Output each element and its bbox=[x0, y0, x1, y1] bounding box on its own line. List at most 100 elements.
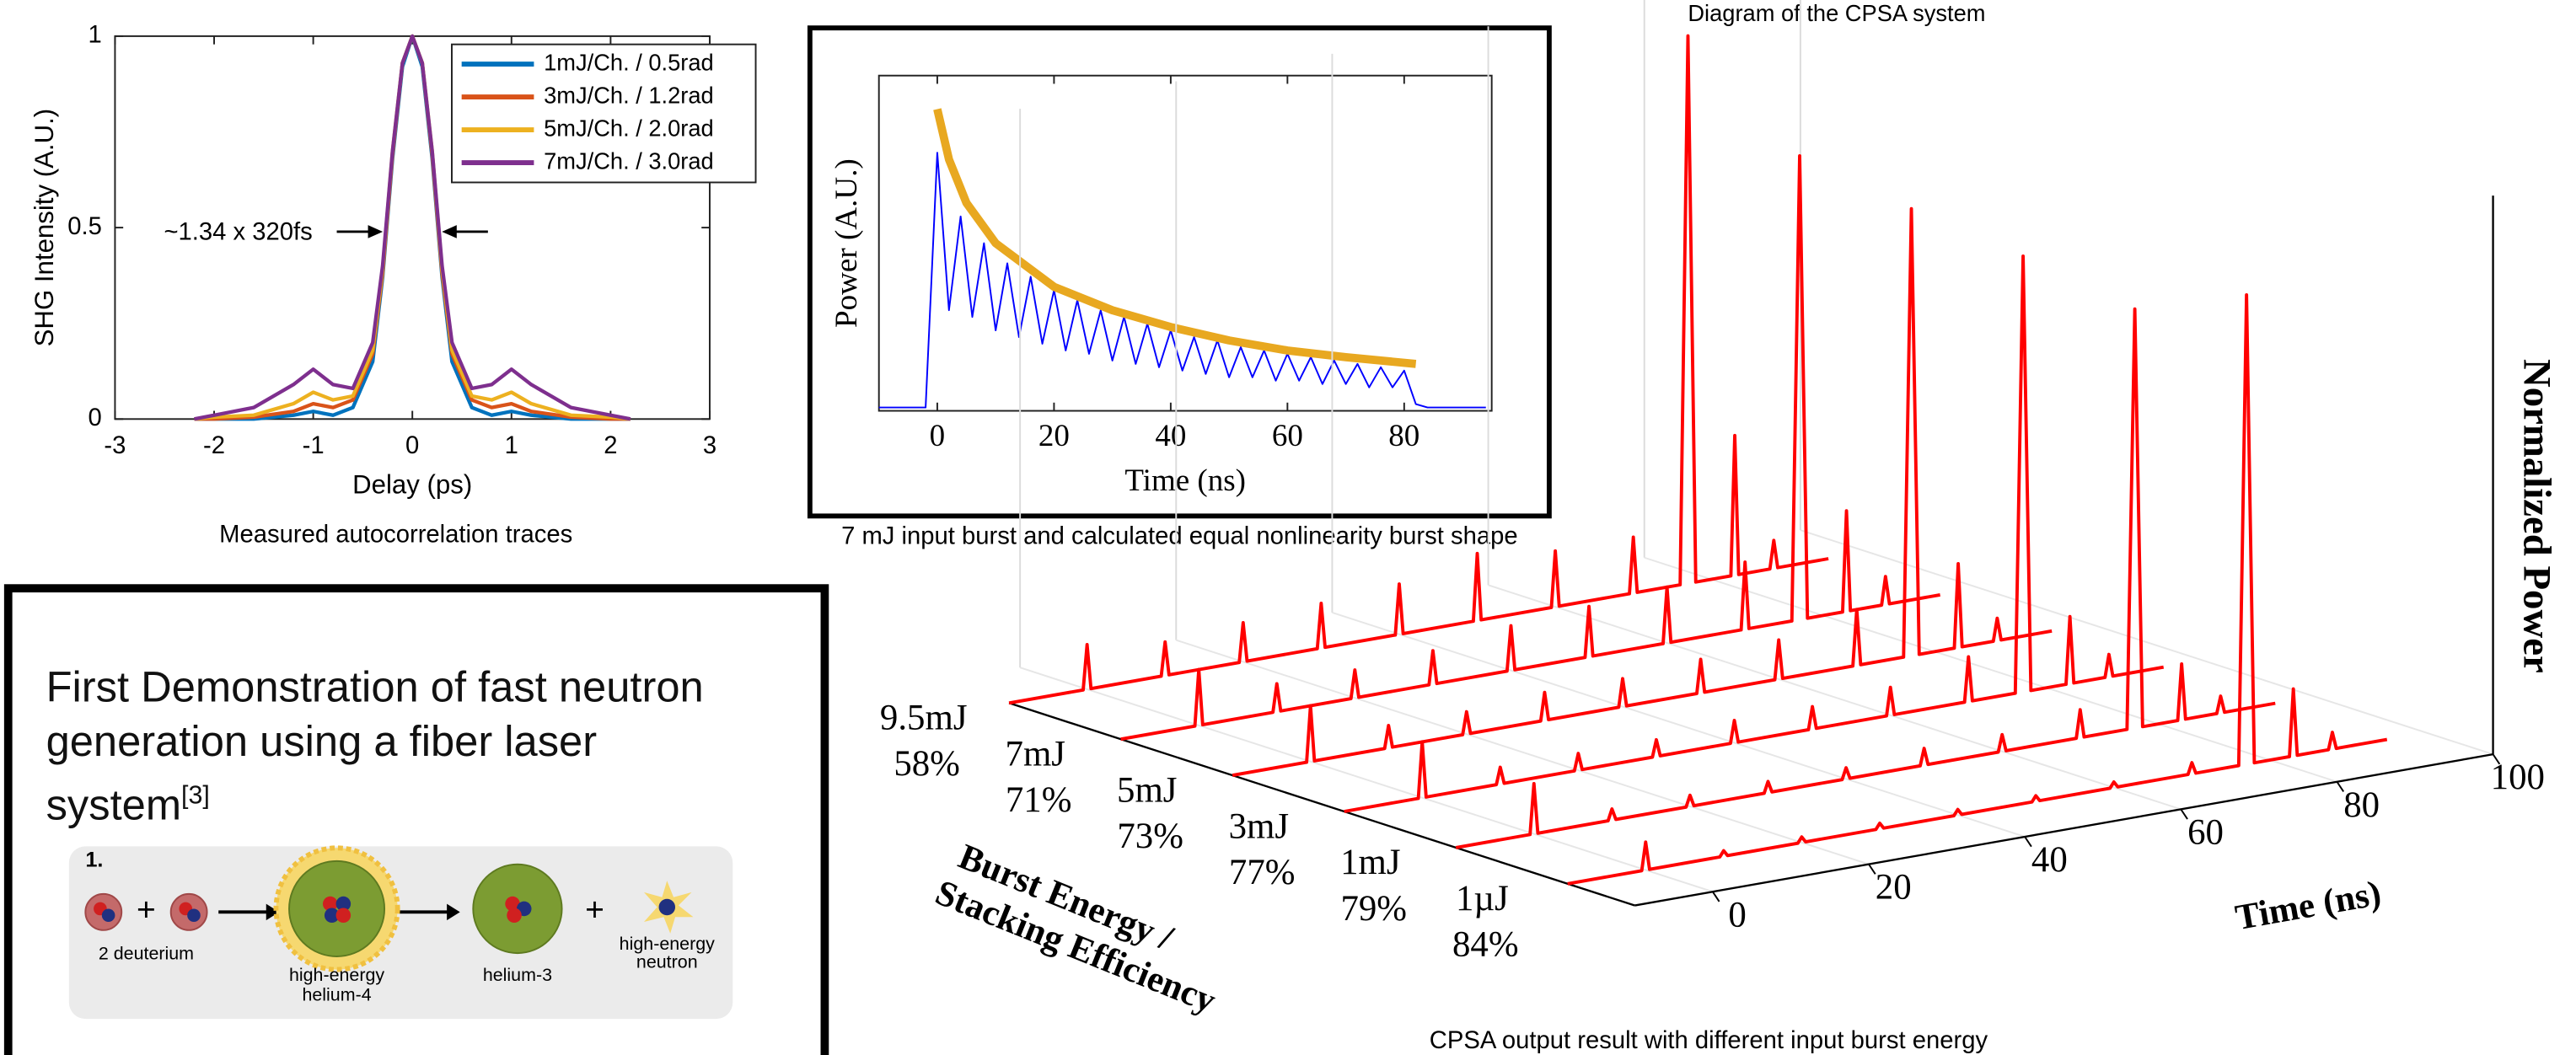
legend-box bbox=[450, 43, 757, 184]
step-label: 1. bbox=[85, 849, 103, 872]
legend-label: 1mJ/Ch. / 0.5rad bbox=[544, 49, 714, 75]
text-box-border bbox=[3, 584, 829, 1055]
category-label: 7mJ bbox=[1006, 734, 1065, 774]
x-tick-label: 80 bbox=[2343, 785, 2380, 825]
diagram-label: high-energy bbox=[289, 965, 384, 985]
nucleon bbox=[335, 896, 352, 912]
category-label: 1mJ bbox=[1340, 843, 1400, 882]
grid-line bbox=[1332, 612, 2026, 838]
efficiency-label: 79% bbox=[1340, 889, 1407, 929]
grid-line bbox=[1019, 667, 1714, 893]
y-tick-label: 1 bbox=[89, 22, 102, 49]
data-line bbox=[194, 34, 631, 421]
y-tick-label: 0.5 bbox=[67, 213, 102, 240]
title-text: First Demonstration of fast neutron gene… bbox=[46, 661, 704, 830]
x-tick-label: 80 bbox=[1388, 419, 1419, 453]
efficiency-label: 71% bbox=[1006, 780, 1072, 820]
data-line bbox=[878, 152, 1486, 409]
plot-area bbox=[877, 74, 1493, 412]
depth-axis bbox=[1008, 702, 1635, 907]
category-label: 9.5mJ bbox=[880, 699, 968, 738]
trace bbox=[1008, 34, 1829, 705]
x-tick-label: 100 bbox=[2491, 758, 2545, 797]
data-line bbox=[933, 108, 1417, 368]
grid-line bbox=[1644, 556, 2337, 783]
trace bbox=[1120, 154, 1940, 742]
x-tick-label: 20 bbox=[1038, 419, 1070, 453]
x-tick bbox=[2180, 808, 2188, 820]
x-tick bbox=[1712, 891, 1720, 902]
x-tick bbox=[2492, 753, 2501, 765]
legend-label: 7mJ/Ch. / 3.0rad bbox=[544, 147, 714, 174]
nucleon bbox=[324, 908, 340, 924]
x-tick-label: 40 bbox=[2031, 840, 2068, 880]
x-axis-label: Time (ns) bbox=[1124, 463, 1246, 498]
x-tick-label: 40 bbox=[1155, 419, 1186, 453]
trace bbox=[1455, 307, 2276, 849]
x-axis-label: Time (ns) bbox=[2232, 874, 2384, 939]
nucleon bbox=[507, 908, 522, 924]
diagram-label: neutron bbox=[636, 951, 698, 972]
plus: + bbox=[137, 892, 156, 929]
efficiency-label: 84% bbox=[1452, 925, 1519, 965]
efficiency-label: 77% bbox=[1229, 853, 1296, 892]
x-tick-label: 60 bbox=[2187, 812, 2224, 852]
diagram-label: helium-4 bbox=[302, 984, 371, 1004]
x-tick bbox=[2024, 836, 2032, 848]
x-tick-label: -1 bbox=[303, 432, 325, 459]
efficiency-label: 73% bbox=[1117, 817, 1183, 856]
diagram-label: helium-3 bbox=[483, 965, 552, 985]
trace bbox=[1344, 254, 2165, 813]
reference: [3] bbox=[181, 782, 210, 811]
trace bbox=[1567, 292, 2388, 886]
annotation: ~1.34 x 320fs bbox=[164, 219, 312, 246]
y-axis-label: Power (A.U.) bbox=[829, 158, 864, 328]
plus: + bbox=[585, 892, 604, 929]
header-title: Diagram of the CPSA system bbox=[1688, 0, 1985, 26]
x-axis bbox=[1634, 752, 2493, 907]
x-tick-label: -2 bbox=[203, 432, 225, 459]
neutron-dot bbox=[101, 908, 115, 923]
caption: 7 mJ input burst and calculated equal no… bbox=[841, 522, 1518, 549]
arrow-head bbox=[368, 225, 384, 238]
legend-label: 5mJ/Ch. / 2.0rad bbox=[544, 115, 714, 141]
diagram-label: 2 deuterium bbox=[99, 944, 194, 964]
legend-label: 3mJ/Ch. / 1.2rad bbox=[544, 82, 714, 108]
nucleon bbox=[505, 896, 520, 912]
neutron-dot bbox=[187, 908, 201, 923]
category-label: 3mJ bbox=[1229, 806, 1289, 846]
x-axis-label: Delay (ps) bbox=[352, 469, 472, 499]
x-tick-label: 0 bbox=[405, 432, 419, 459]
grid-line bbox=[1175, 639, 1870, 865]
category-label: 1µJ bbox=[1456, 879, 1509, 918]
x-tick bbox=[2336, 781, 2345, 792]
grid-line bbox=[1488, 584, 2182, 811]
x-tick-label: 1 bbox=[505, 432, 518, 459]
neutron bbox=[658, 898, 676, 916]
arrow-head bbox=[266, 903, 280, 921]
category-label: 5mJ bbox=[1117, 770, 1177, 810]
helium-4 bbox=[288, 860, 386, 957]
arrow-head bbox=[447, 903, 460, 921]
inset-border bbox=[807, 25, 1552, 519]
x-tick-label: 0 bbox=[1728, 895, 1746, 935]
x-tick-label: 20 bbox=[1876, 868, 1912, 908]
diagram-panel bbox=[68, 846, 733, 1020]
y-axis-label: SHG Intensity (A.U.) bbox=[30, 109, 59, 347]
caption: CPSA output result with different input … bbox=[1430, 1027, 1988, 1054]
text-box-title: First Demonstration of fast neutron gene… bbox=[46, 661, 737, 833]
efficiency-label: 58% bbox=[894, 744, 960, 784]
diagram-label: high-energy bbox=[620, 934, 715, 954]
x-tick bbox=[1868, 864, 1876, 875]
arrow-head bbox=[442, 225, 457, 238]
z-axis-label: Normalized Power bbox=[2515, 359, 2559, 673]
y-tick-label: 0 bbox=[89, 404, 102, 431]
grid-line bbox=[1800, 529, 2493, 756]
nucleon bbox=[322, 896, 338, 912]
trace bbox=[1232, 206, 2053, 778]
x-tick-label: -3 bbox=[104, 432, 126, 459]
nucleon bbox=[335, 908, 352, 924]
x-tick-label: 2 bbox=[604, 432, 617, 459]
